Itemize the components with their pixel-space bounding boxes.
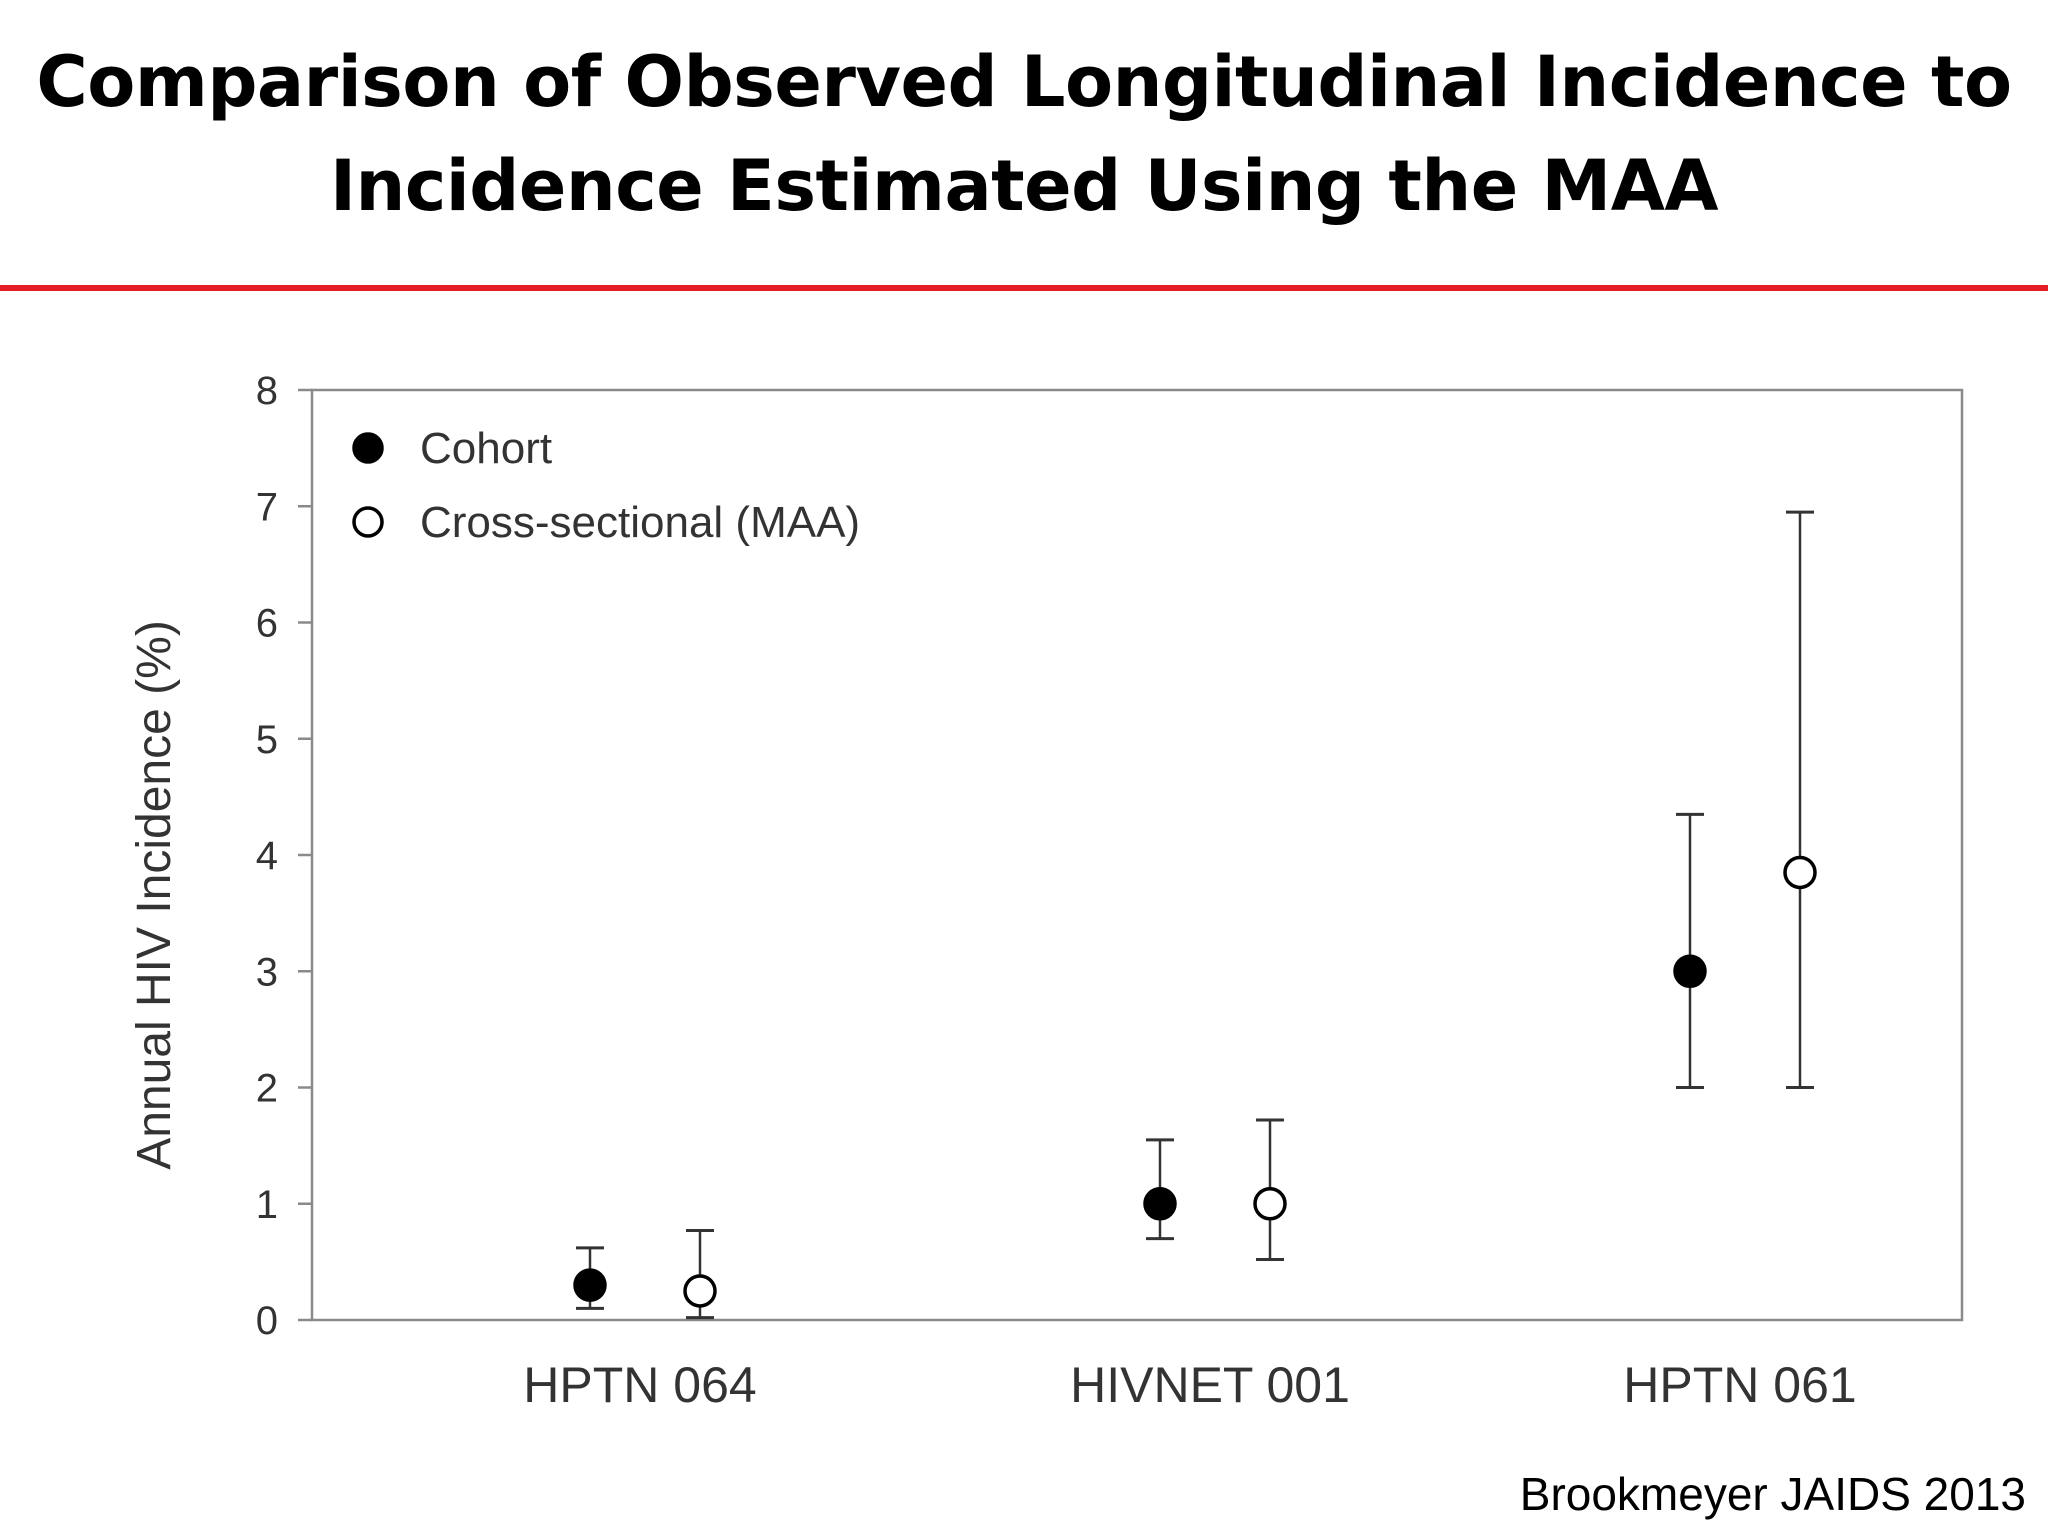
- y-axis-title: Annual HIV Incidence (%): [128, 620, 181, 1170]
- legend-label: Cross-sectional (MAA): [420, 498, 860, 547]
- y-tick-label: 2: [256, 1067, 278, 1111]
- y-tick-label: 5: [256, 718, 278, 762]
- y-tick-label: 0: [256, 1299, 278, 1343]
- cohort-point: [1673, 954, 1707, 988]
- slide-title: Comparison of Observed Longitudinal Inci…: [0, 30, 2048, 238]
- legend-maa-marker: [352, 506, 384, 538]
- x-category-label: HIVNET 001: [1070, 1357, 1350, 1413]
- legend-label: Cohort: [420, 424, 552, 473]
- title-line-1: Comparison of Observed Longitudinal Inci…: [36, 41, 2012, 123]
- y-tick-label: 4: [256, 834, 278, 878]
- y-tick-label: 8: [256, 369, 278, 413]
- title-line-2: Incidence Estimated Using the MAA: [329, 145, 1719, 227]
- legend-cohort-marker: [352, 432, 384, 464]
- y-tick-label: 1: [256, 1183, 278, 1227]
- maa-point: [1783, 855, 1817, 890]
- citation: Brookmeyer JAIDS 2013: [1519, 1468, 2026, 1520]
- maa-point: [683, 1274, 717, 1308]
- cohort-point: [1143, 1187, 1177, 1221]
- y-tick-label: 3: [256, 950, 278, 994]
- x-category-label: HPTN 061: [1623, 1357, 1856, 1413]
- cohort-point: [573, 1268, 607, 1302]
- y-tick-label: 6: [256, 602, 278, 646]
- x-category-label: HPTN 064: [523, 1357, 756, 1413]
- title-divider: [0, 285, 2048, 291]
- maa-point: [1253, 1187, 1287, 1221]
- y-tick-label: 7: [256, 485, 278, 529]
